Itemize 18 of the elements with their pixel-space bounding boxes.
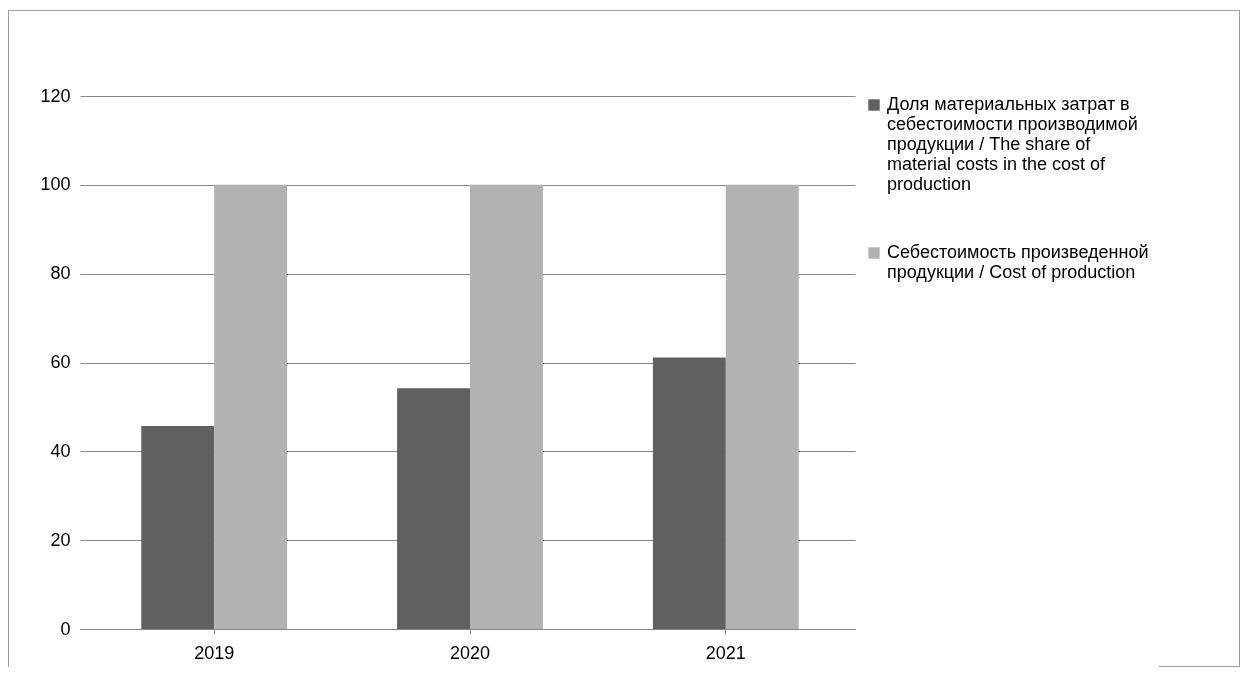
- bar: [652, 357, 726, 629]
- y-tick-label: 20: [50, 529, 71, 550]
- y-tick-label: 120: [40, 85, 71, 106]
- y-tick-label: 80: [50, 263, 71, 284]
- y-tick-label: 40: [50, 440, 71, 461]
- x-tick-label: 2021: [705, 642, 746, 663]
- legend-label: Себестоимость произведенной продукции / Cost of production: [887, 242, 1149, 282]
- bar: [141, 426, 215, 629]
- x-tick-label: 2019: [194, 642, 235, 663]
- y-tick-label: 60: [50, 352, 71, 372]
- bar: [470, 184, 543, 629]
- bar: [214, 184, 288, 629]
- bar: [725, 184, 799, 629]
- y-tick-label: 0: [60, 618, 71, 639]
- x-tick-label: 2020: [449, 642, 491, 663]
- y-tick-label: 100: [40, 174, 71, 195]
- legend-label: Доля материальных затрат в себестоимости производимой продукции / The share of material costs in the cost of production: [887, 94, 1138, 194]
- bar: [397, 388, 470, 629]
